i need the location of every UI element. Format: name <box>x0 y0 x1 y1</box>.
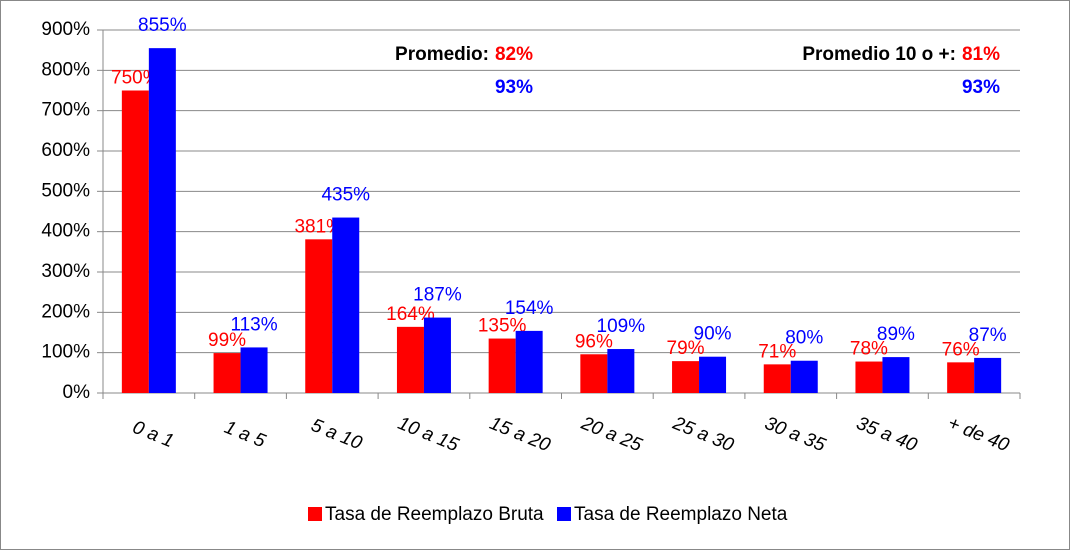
bar <box>488 338 516 393</box>
value-label: 113% <box>230 314 277 335</box>
bar <box>580 354 608 393</box>
annotation: Promedio: 82% <box>395 44 533 65</box>
bar <box>763 364 791 393</box>
annotation-value: 93% <box>495 77 533 98</box>
value-label: 109% <box>597 316 646 337</box>
legend-swatch <box>308 507 322 521</box>
value-label: 90% <box>694 324 732 345</box>
value-label: 99% <box>208 330 246 351</box>
bar <box>240 347 268 393</box>
legend-label: Tasa de Reemplazo Neta <box>574 504 788 525</box>
value-label: 164% <box>386 304 435 325</box>
bar <box>699 356 727 393</box>
y-tick-label: 800% <box>41 59 90 80</box>
y-tick-label: 100% <box>41 342 90 363</box>
bar <box>947 362 975 393</box>
bar <box>121 90 149 393</box>
value-label: 187% <box>413 285 462 306</box>
value-label: 79% <box>667 338 705 359</box>
value-label: 96% <box>575 331 613 352</box>
value-label: 87% <box>969 325 1007 346</box>
y-tick-label: 700% <box>41 100 90 121</box>
value-label: 71% <box>758 341 796 362</box>
y-tick-label: 600% <box>41 140 90 161</box>
y-tick-label: 300% <box>41 261 90 282</box>
value-label: 154% <box>505 298 554 319</box>
bar <box>515 330 543 393</box>
bar <box>855 361 883 393</box>
legend-swatch <box>557 507 571 521</box>
value-label: 78% <box>850 339 888 360</box>
bar <box>882 357 910 393</box>
bar <box>672 361 700 393</box>
bar <box>423 317 451 393</box>
value-label: 750% <box>111 68 160 89</box>
value-label: 135% <box>478 316 527 337</box>
value-label: 381% <box>294 216 343 237</box>
value-label: 855% <box>138 15 187 36</box>
value-label: 435% <box>321 185 370 206</box>
annotation-label: Promedio: <box>395 44 489 65</box>
value-label: 76% <box>942 339 980 360</box>
bar <box>396 326 424 393</box>
bar <box>607 349 635 393</box>
y-tick-label: 200% <box>41 301 90 322</box>
bar <box>974 357 1002 393</box>
bar <box>305 239 333 393</box>
y-tick-label: 500% <box>41 180 90 201</box>
bar <box>213 353 241 393</box>
annotation-value: 82% <box>495 44 533 65</box>
value-label: 89% <box>877 324 915 345</box>
bar <box>332 217 360 393</box>
value-label: 80% <box>785 328 823 349</box>
y-tick-label: 0% <box>63 382 91 403</box>
bar <box>790 360 818 393</box>
annotation-value: 93% <box>962 77 1000 98</box>
annotation-value: 81% <box>962 44 1000 65</box>
y-tick-label: 900% <box>41 19 90 40</box>
legend-label: Tasa de Reemplazo Bruta <box>325 504 544 525</box>
annotation: Promedio 10 o +: 81% <box>802 44 1000 65</box>
annotation-label: Promedio 10 o +: <box>802 44 956 65</box>
bar <box>148 48 176 394</box>
y-tick-label: 400% <box>41 221 90 242</box>
